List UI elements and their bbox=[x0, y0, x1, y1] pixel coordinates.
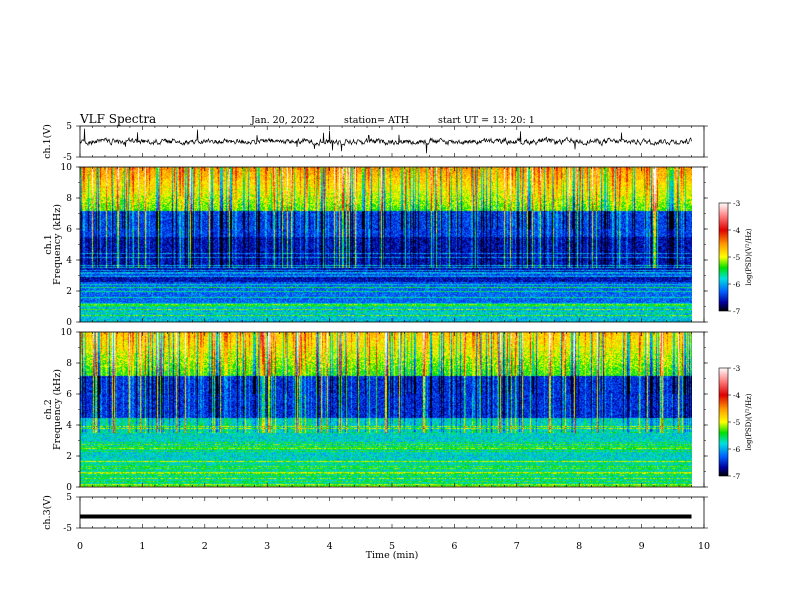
ch1-spectrogram-ylabel-frequency: Frequency (kHz) bbox=[52, 204, 63, 285]
x-tick-label: 0 bbox=[77, 541, 83, 552]
x-tick-label: 3 bbox=[264, 541, 270, 552]
ch2-spectrogram-ylabel: ch.2 bbox=[43, 399, 54, 420]
colorbar-tick-label: -7 bbox=[733, 307, 741, 316]
y-tick-label: 6 bbox=[66, 390, 72, 400]
y-tick-label: 6 bbox=[66, 225, 72, 235]
colorbar-tick-label: -5 bbox=[733, 418, 741, 427]
colorbar-tick-label: -6 bbox=[733, 445, 741, 454]
y-tick-label: 5 bbox=[66, 122, 72, 132]
y-tick-label: 10 bbox=[61, 328, 73, 338]
ch1-waveform-line bbox=[79, 128, 692, 154]
station-label: station= ATH bbox=[344, 115, 409, 126]
y-tick-label: 5 bbox=[66, 493, 72, 503]
y-tick-label: 4 bbox=[66, 256, 72, 266]
colorbar-tick-label: -3 bbox=[733, 199, 741, 208]
y-tick-label: -5 bbox=[63, 524, 72, 534]
ch2-spectrogram-colorbar bbox=[718, 367, 729, 477]
ch1-waveform-ylabel: ch.1(V) bbox=[42, 124, 53, 159]
y-tick-label: 2 bbox=[66, 452, 72, 462]
y-tick-label: 0 bbox=[66, 483, 72, 493]
ch2-spectrogram-image bbox=[80, 332, 692, 487]
date-label: Jan. 20, 2022 bbox=[251, 115, 315, 126]
x-tick-label: 9 bbox=[639, 541, 645, 552]
ch3-waveform-ylabel: ch.3(V) bbox=[42, 495, 53, 530]
x-tick-label: 8 bbox=[576, 541, 582, 552]
x-tick-label: 2 bbox=[202, 541, 208, 552]
y-tick-label: 10 bbox=[61, 163, 73, 173]
ch1-spectrogram-colorbar bbox=[718, 202, 729, 312]
x-tick-label: 6 bbox=[451, 541, 457, 552]
colorbar-tick-label: -4 bbox=[733, 226, 741, 235]
colorbar-tick-label: -6 bbox=[733, 280, 741, 289]
ch1-spectrogram-ylabel: ch.1 bbox=[43, 234, 54, 255]
ch3-waveform-frame bbox=[79, 496, 705, 529]
start-time-label: start UT = 13: 20: 1 bbox=[438, 115, 535, 126]
y-tick-label: -5 bbox=[63, 153, 72, 163]
ch1-spectrogram-image bbox=[80, 167, 692, 322]
y-tick-label: 8 bbox=[66, 359, 72, 369]
y-tick-label: 0 bbox=[66, 318, 72, 328]
x-tick-label: 7 bbox=[514, 541, 520, 552]
y-tick-label: 2 bbox=[66, 287, 72, 297]
y-tick-label: 8 bbox=[66, 194, 72, 204]
colorbar-tick-label: -7 bbox=[733, 472, 741, 481]
colorbar-tick-label: -3 bbox=[733, 364, 741, 373]
ch2-spectrogram-ylabel-frequency: Frequency (kHz) bbox=[52, 369, 63, 450]
x-tick-label: 10 bbox=[698, 541, 710, 552]
chart-title: VLF Spectra bbox=[80, 112, 157, 126]
x-tick-label: 5 bbox=[389, 541, 395, 552]
colorbar-tick-label: -4 bbox=[733, 391, 741, 400]
x-tick-label: 4 bbox=[327, 541, 333, 552]
x-axis-label: Time (min) bbox=[366, 550, 419, 561]
ch2-spectrogram-colorbar-label: log(PSD)(V²/Hz) bbox=[745, 393, 753, 450]
colorbar-tick-label: -5 bbox=[733, 253, 741, 262]
x-tick-label: 1 bbox=[139, 541, 145, 552]
ch1-spectrogram-colorbar-label: log(PSD)(V²/Hz) bbox=[745, 228, 753, 285]
y-tick-label: 4 bbox=[66, 421, 72, 431]
